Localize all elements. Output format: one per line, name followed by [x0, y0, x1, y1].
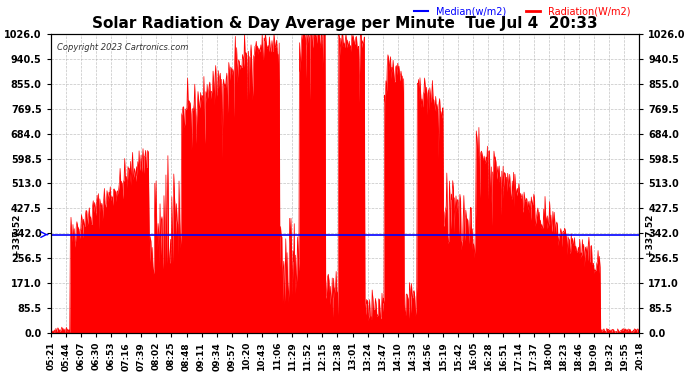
Text: Copyright 2023 Cartronics.com: Copyright 2023 Cartronics.com [57, 43, 188, 52]
Text: +337.52: +337.52 [645, 213, 654, 256]
Text: +337.52: +337.52 [12, 213, 21, 256]
Legend: Median(w/m2), Radiation(W/m2): Median(w/m2), Radiation(W/m2) [410, 3, 634, 21]
Title: Solar Radiation & Day Average per Minute  Tue Jul 4  20:33: Solar Radiation & Day Average per Minute… [92, 16, 598, 32]
